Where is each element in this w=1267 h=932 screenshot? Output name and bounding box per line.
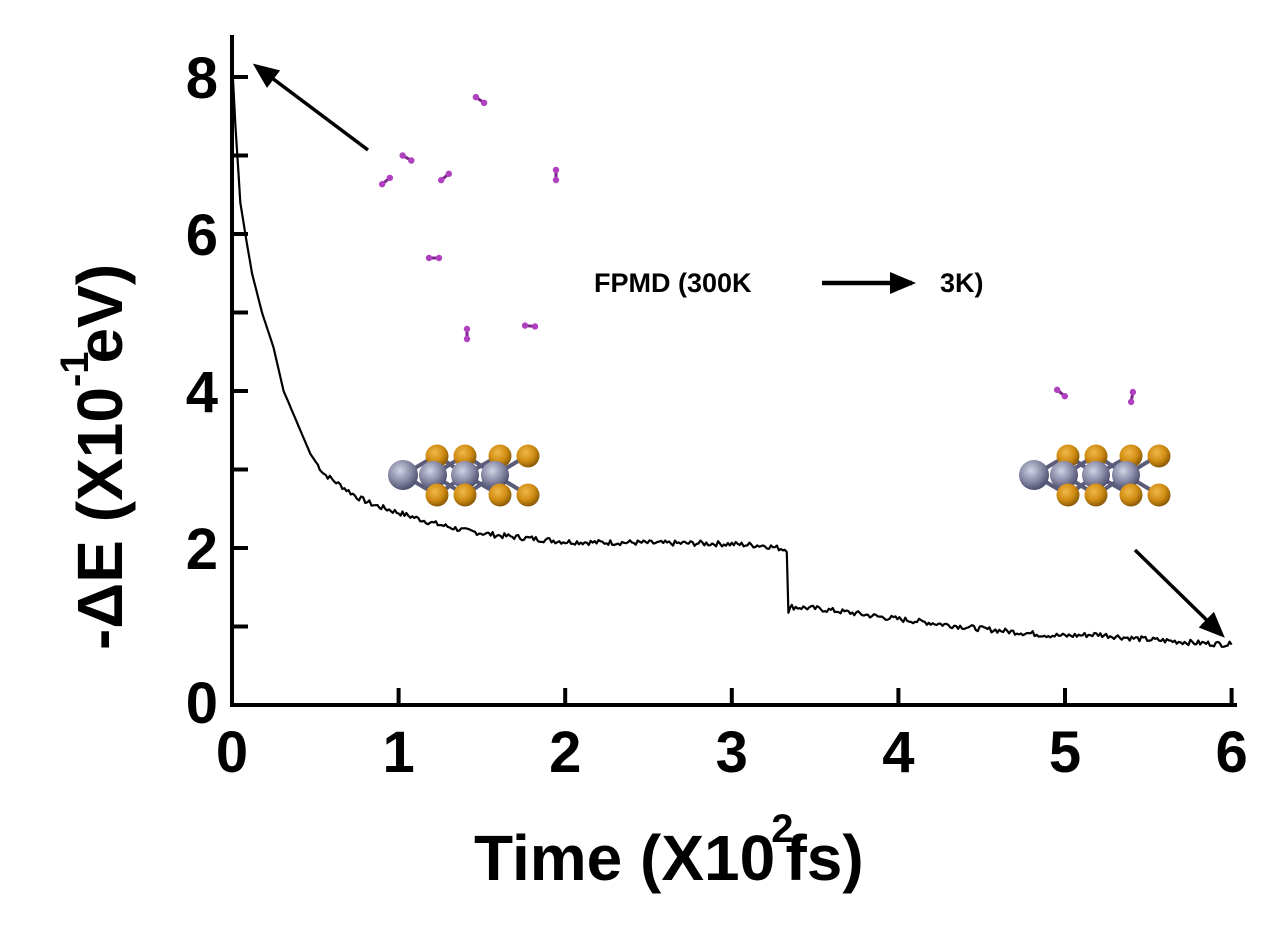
energy-curve (230, 61, 1233, 648)
y-axis-title: -ΔE (X10-1eV) (53, 264, 136, 650)
mos2-slab (388, 444, 540, 507)
sulfur-atom (1084, 483, 1108, 507)
metal-atom (1082, 461, 1110, 489)
sulfur-atom (453, 444, 477, 468)
gas-molecule (521, 322, 539, 330)
fpmd-label: FPMD (300K (594, 268, 752, 298)
y-tick-label: 8 (186, 46, 218, 111)
metal-atom (481, 461, 509, 489)
axes: 0 1 2 3 4 5 6 0 2 4 6 8 (186, 35, 1248, 785)
y-tick-label: 2 (186, 517, 218, 582)
x-tick-label: 3 (716, 720, 748, 785)
y-axis-title-sup: -1 (53, 351, 97, 387)
fpmd-annotation: FPMD (300K 3K) (594, 268, 984, 298)
y-axis-ticks: 0 2 4 6 8 (186, 46, 248, 736)
gas-molecule (463, 325, 471, 343)
gas-molecule (378, 174, 394, 188)
y-axis-title-main: -ΔE (X10 (64, 387, 136, 650)
x-axis-ticks: 0 1 2 3 4 5 6 (216, 688, 1248, 785)
mos2-slab (1019, 444, 1171, 507)
final-state-arrow (1133, 548, 1225, 638)
gas-molecule (399, 152, 415, 164)
svg-text:Time (X102fs): Time (X102fs) (474, 807, 864, 894)
x-axis-title: Time (X102fs) (474, 807, 864, 894)
metal-atom (419, 461, 447, 489)
gas-molecule (1053, 386, 1069, 400)
fpmd-label-end: 3K) (940, 268, 984, 298)
y-tick-label: 0 (186, 671, 218, 736)
sulfur-atom (1084, 444, 1108, 468)
metal-atom (1112, 461, 1140, 489)
x-tick-label: 4 (882, 720, 914, 785)
initial-state-arrow (252, 63, 370, 152)
y-tick-label: 4 (186, 360, 218, 425)
x-tick-label: 0 (216, 720, 248, 785)
gas-molecule (425, 254, 443, 262)
y-tick-label: 6 (186, 203, 218, 268)
sulfur-atom (453, 483, 477, 507)
sulfur-atom (516, 483, 540, 507)
x-tick-label: 5 (1049, 720, 1081, 785)
gas-molecule (437, 170, 453, 184)
metal-atom (1050, 461, 1078, 489)
x-tick-label: 6 (1215, 720, 1247, 785)
x-tick-label: 2 (549, 720, 581, 785)
y-axis-title-tail: eV) (64, 264, 136, 364)
svg-text:-ΔE (X10-1eV): -ΔE (X10-1eV) (53, 264, 136, 650)
sulfur-atom (1119, 483, 1143, 507)
sulfur-atom (516, 444, 540, 468)
sulfur-atom (1147, 483, 1171, 507)
x-tick-label: 1 (382, 720, 414, 785)
gas-molecule (552, 166, 560, 184)
final-state-structure-inset (1019, 386, 1171, 507)
metal-atom (1019, 460, 1049, 490)
x-axis-title-tail: fs) (785, 822, 863, 894)
sulfur-atom (1056, 483, 1080, 507)
gas-molecule (1127, 388, 1137, 406)
sulfur-atom (488, 483, 512, 507)
initial-state-structure-inset (378, 93, 560, 507)
x-axis-title-main: Time (X10 (474, 822, 775, 894)
metal-atom (388, 460, 418, 490)
gas-molecule (472, 93, 488, 107)
sulfur-atom (425, 483, 449, 507)
sulfur-atom (1147, 444, 1171, 468)
x-axis-title-sup: 2 (771, 807, 793, 851)
metal-atom (451, 461, 479, 489)
